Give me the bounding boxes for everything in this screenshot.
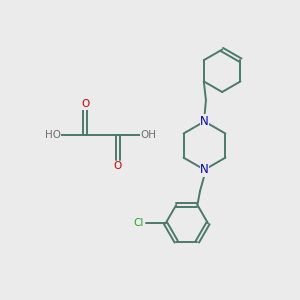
Text: N: N — [200, 163, 209, 176]
Text: N: N — [200, 115, 209, 128]
Text: Cl: Cl — [133, 218, 143, 228]
Text: O: O — [81, 99, 89, 110]
Text: HO: HO — [45, 130, 61, 140]
Text: OH: OH — [140, 130, 157, 140]
Text: O: O — [113, 161, 122, 171]
